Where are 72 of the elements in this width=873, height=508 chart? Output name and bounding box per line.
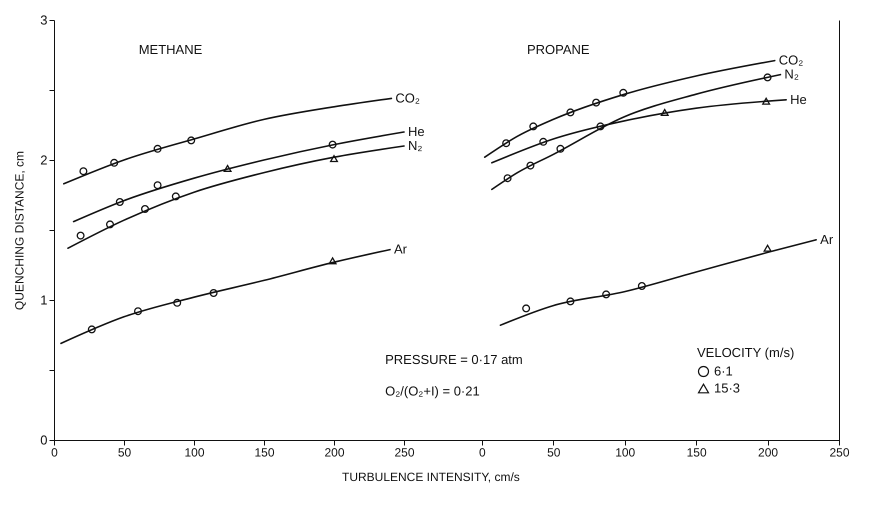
legend-label: 6·1 xyxy=(714,364,733,378)
point xyxy=(110,158,118,167)
x-axis-title: TURBULENCE INTENSITY, cm/s xyxy=(342,470,520,484)
legend-label: 15·3 xyxy=(714,380,740,396)
x-tick-label: 0 xyxy=(479,446,486,460)
point xyxy=(566,108,574,116)
annotation: O₂/(O₂+I) = 0·21 xyxy=(385,384,480,399)
point xyxy=(764,73,772,82)
legend-title: VELOCITY (m/s) xyxy=(697,345,794,360)
point xyxy=(592,98,600,107)
point xyxy=(522,304,530,312)
point xyxy=(330,155,338,162)
y-axis-title: QUENCHING DISTANCE, cm xyxy=(12,150,26,310)
x-tick-label: 150 xyxy=(686,446,707,460)
series-label: He xyxy=(408,124,425,139)
point xyxy=(76,232,85,240)
series-label: N₂ xyxy=(408,138,422,153)
point xyxy=(596,122,604,130)
series-label: Ar xyxy=(394,242,408,257)
y-tick-label: 0 xyxy=(40,432,48,448)
point xyxy=(210,289,218,297)
point xyxy=(764,244,772,252)
point xyxy=(539,138,548,146)
point xyxy=(328,140,337,149)
y-tick-label: 3 xyxy=(40,12,48,28)
line-series xyxy=(60,248,391,344)
point xyxy=(106,220,114,228)
x-tick-label: 0 xyxy=(51,446,58,460)
point xyxy=(88,325,96,334)
point xyxy=(173,298,182,307)
series-label: N₂ xyxy=(784,66,799,82)
point xyxy=(79,167,88,176)
point xyxy=(556,144,564,153)
point xyxy=(762,98,770,105)
point xyxy=(504,174,512,182)
series-label: Ar xyxy=(820,232,834,247)
x-tick-label: 250 xyxy=(829,446,850,460)
series-label: CO₂ xyxy=(395,90,420,106)
point xyxy=(566,297,574,306)
point xyxy=(154,181,162,190)
point xyxy=(660,108,669,116)
point xyxy=(224,164,232,172)
x-tick-label: 200 xyxy=(758,446,778,460)
x-tick-label: 50 xyxy=(118,446,132,460)
point xyxy=(140,205,150,213)
line-series xyxy=(72,131,405,222)
series-label: He xyxy=(790,92,807,107)
x-tick-label: 100 xyxy=(184,446,205,460)
point xyxy=(328,257,337,264)
point xyxy=(172,192,180,200)
x-tick-label: 150 xyxy=(254,446,275,460)
point xyxy=(638,282,646,290)
point xyxy=(529,122,538,130)
point xyxy=(187,136,196,144)
point xyxy=(154,144,162,153)
x-tick-label: 100 xyxy=(615,446,636,460)
point xyxy=(526,162,534,170)
text: PROPANE xyxy=(527,42,590,57)
series-label: CO₂ xyxy=(778,52,804,68)
x-tick-label: 250 xyxy=(394,446,415,460)
y-tick-label: 1 xyxy=(40,292,48,308)
point xyxy=(619,88,628,97)
x-tick-label: 50 xyxy=(547,446,561,460)
point xyxy=(502,139,510,148)
text: METHANE xyxy=(138,42,203,57)
annotation: PRESSURE = 0·17 atm xyxy=(385,352,523,368)
point xyxy=(602,290,610,298)
y-tick-label: 2 xyxy=(40,152,48,168)
point xyxy=(116,198,124,206)
line-series xyxy=(63,98,392,185)
point xyxy=(134,307,142,316)
x-tick-label: 200 xyxy=(324,446,345,460)
